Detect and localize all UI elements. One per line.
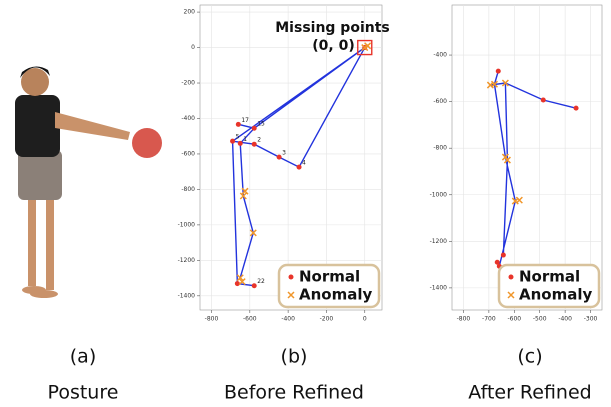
normal-point xyxy=(252,283,257,288)
caption-title: Posture xyxy=(48,382,119,404)
legend-marker xyxy=(289,275,294,280)
normal-point xyxy=(277,155,282,160)
normal-point xyxy=(235,281,240,286)
normal-point xyxy=(496,69,501,74)
legend-label: Anomaly xyxy=(299,286,372,304)
legend-label: Normal xyxy=(299,268,360,286)
x-tick-label: 0 xyxy=(363,316,367,323)
y-tick-label: -800 xyxy=(433,145,447,152)
point-label: 17 xyxy=(241,117,249,124)
y-tick-label: -600 xyxy=(433,98,447,105)
y-tick-label: -1200 xyxy=(178,257,196,264)
normal-point xyxy=(297,165,302,170)
caption-label: (c) xyxy=(517,346,542,368)
point-label: 15 xyxy=(257,121,265,128)
legend-label: Normal xyxy=(519,268,580,286)
normal-point xyxy=(574,106,579,111)
x-tick-label: -600 xyxy=(507,316,521,323)
x-tick-label: -800 xyxy=(205,316,219,323)
y-tick-label: 0 xyxy=(191,44,195,51)
normal-point xyxy=(238,141,243,146)
y-tick-label: -400 xyxy=(181,115,195,122)
figure: (a) Posture (b) Before Refined (c) After Refi… xyxy=(0,0,611,407)
normal-point xyxy=(252,126,257,131)
y-tick-label: -1000 xyxy=(178,221,196,228)
x-tick-label: -400 xyxy=(281,316,295,323)
y-tick-label: -400 xyxy=(433,52,447,59)
point-label: 4 xyxy=(302,160,306,167)
y-tick-label: -600 xyxy=(181,150,195,157)
caption-label: (b) xyxy=(281,346,308,368)
x-tick-label: -600 xyxy=(243,316,257,323)
point-label: 2 xyxy=(257,137,261,144)
annotation-point: (0, 0) xyxy=(312,38,354,54)
x-tick-label: -300 xyxy=(584,316,598,323)
legend-label: Anomaly xyxy=(519,286,592,304)
x-tick-label: -400 xyxy=(558,316,572,323)
normal-point xyxy=(236,122,241,127)
y-tick-label: -200 xyxy=(181,80,195,87)
x-tick-label: -700 xyxy=(482,316,496,323)
caption-label: (a) xyxy=(70,346,96,368)
y-tick-label: -800 xyxy=(181,186,195,193)
point-label: 22 xyxy=(257,278,265,285)
person-photo xyxy=(15,66,162,298)
y-tick-label: 200 xyxy=(184,9,196,16)
caption-title: After Refined xyxy=(468,382,591,404)
point-label: 3 xyxy=(282,150,286,157)
x-tick-label: -200 xyxy=(320,316,334,323)
normal-point xyxy=(501,253,506,258)
point-label: 5 xyxy=(236,134,240,141)
normal-point xyxy=(252,142,257,147)
y-tick-label: -1200 xyxy=(430,238,448,245)
normal-point xyxy=(230,139,235,144)
y-tick-label: -1400 xyxy=(430,284,448,291)
annotation-text: Missing points xyxy=(275,20,390,36)
y-tick-label: -1400 xyxy=(178,292,196,299)
y-tick-label: -1000 xyxy=(430,191,448,198)
caption-title: Before Refined xyxy=(224,382,364,404)
point-label: 1 xyxy=(243,136,247,143)
x-tick-label: -800 xyxy=(457,316,471,323)
legend-marker xyxy=(509,275,514,280)
x-tick-label: -500 xyxy=(533,316,547,323)
normal-point xyxy=(541,97,546,102)
